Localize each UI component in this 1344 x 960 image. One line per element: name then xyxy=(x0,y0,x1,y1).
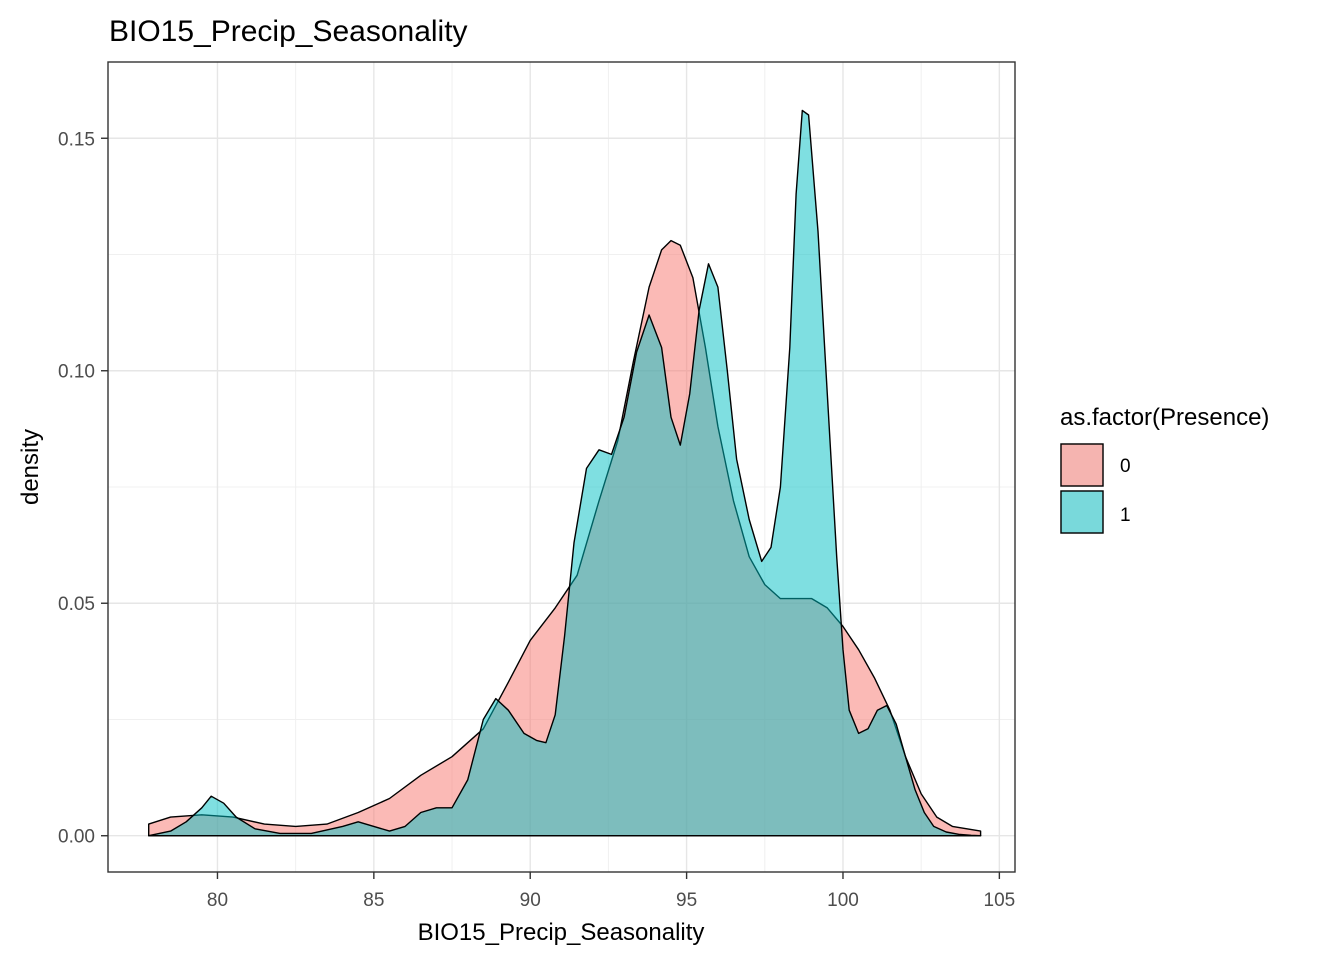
y-tick-label: 0.05 xyxy=(58,594,95,615)
legend-title: as.factor(Presence) xyxy=(1060,404,1269,431)
legend: as.factor(Presence) 0 1 xyxy=(1060,404,1269,534)
x-tick-label: 80 xyxy=(207,890,228,911)
legend-key-1 xyxy=(1060,490,1104,534)
x-tick-label: 100 xyxy=(827,890,859,911)
density-area-series-1 xyxy=(148,109,982,837)
x-tick-label: 90 xyxy=(520,890,541,911)
legend-label-0: 0 xyxy=(1120,456,1131,477)
legend-label-1: 1 xyxy=(1120,505,1131,526)
y-axis-title: density xyxy=(17,429,44,505)
density-areas xyxy=(148,109,982,837)
y-tick-label: 0.15 xyxy=(58,129,95,150)
x-tick-label: 95 xyxy=(676,890,697,911)
y-tick-label: 0.10 xyxy=(58,362,95,383)
x-tick-label: 105 xyxy=(984,890,1016,911)
plot-border xyxy=(107,61,1016,873)
x-tick-label: 85 xyxy=(363,890,384,911)
y-axis: 0.00 0.05 0.10 0.15 xyxy=(58,129,108,848)
chart-title: BIO15_Precip_Seasonality xyxy=(109,15,468,48)
x-axis-title: BIO15_Precip_Seasonality xyxy=(418,919,705,946)
x-axis: 80 85 90 95 100 105 xyxy=(207,872,1015,911)
legend-key-0 xyxy=(1060,443,1104,487)
y-tick-label: 0.00 xyxy=(58,827,95,848)
